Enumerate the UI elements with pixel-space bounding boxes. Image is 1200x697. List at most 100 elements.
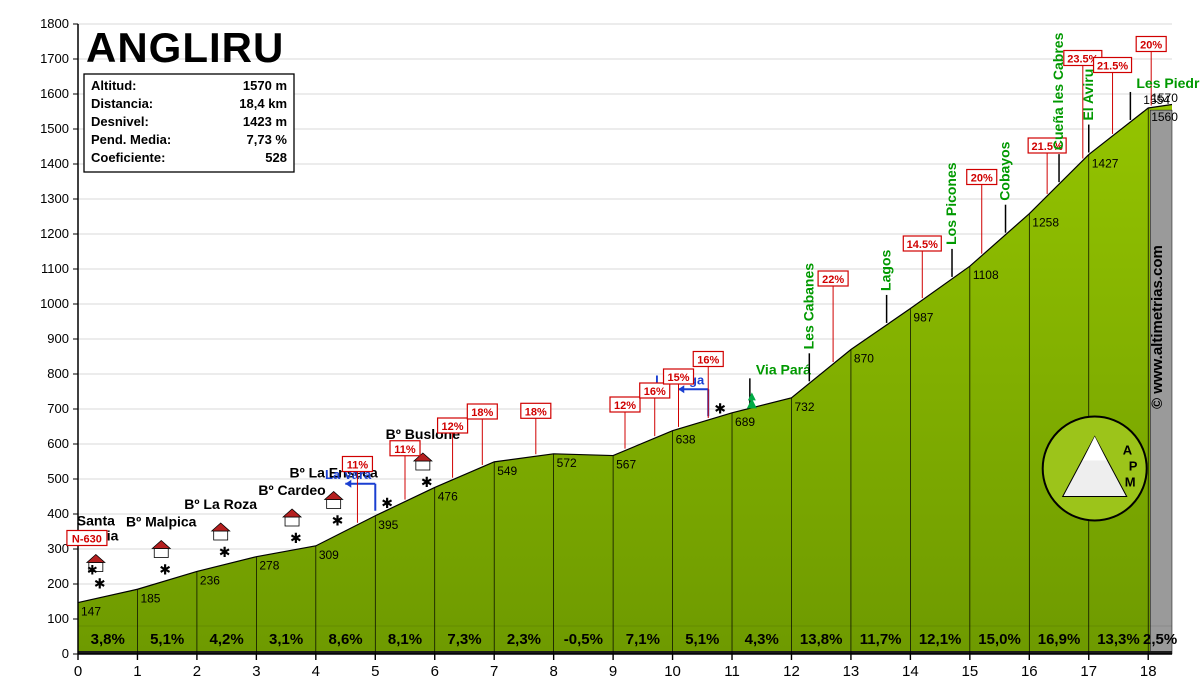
x-tick: 2 [193,663,201,680]
x-tick: 5 [371,663,379,680]
y-tick: 100 [47,611,69,626]
gradient-badge-label: 20% [1140,40,1162,52]
altitude-label: 1554 [1143,93,1170,107]
altitude-label: 567 [616,458,636,472]
altitude-label: 476 [438,489,458,503]
segment-grade: 8,6% [328,631,362,648]
y-tick: 800 [47,366,69,381]
town-label: Bº La Roza [184,496,257,512]
gradient-badge-label: 21.5% [1097,61,1128,73]
y-tick: 400 [47,506,69,521]
x-tick: 6 [431,663,439,680]
gradient-badge-label: 18% [525,406,547,418]
section-label: Cobayos [997,141,1013,200]
info-label: Desnivel: [91,114,149,129]
segment-grade: 8,1% [388,631,422,648]
segment-grade: 7,1% [626,631,660,648]
section-label: Via Pará [756,361,811,377]
section-label: Les Piedrusines [1136,75,1200,91]
gradient-badge-label: 16% [644,386,666,398]
info-value: 7,73 % [247,132,288,147]
y-tick: 0 [62,646,69,661]
info-label: Altitud: [91,78,136,93]
segment-grade: 11,7% [860,631,902,648]
logo-text: P [1129,459,1138,474]
watermark: © www.altimetrias.com [1149,245,1166,409]
segment-grade: -0,5% [564,631,603,648]
altitude-label: 987 [913,311,933,325]
elevation-chart: 0100200300400500600700800900100011001200… [0,0,1200,697]
y-tick: 1000 [40,296,69,311]
altitude-label: 278 [259,559,279,573]
y-tick: 200 [47,576,69,591]
logo-text: M [1125,475,1136,490]
segment-grade: 15,0% [978,631,1021,648]
y-tick: 900 [47,331,69,346]
x-tick: 4 [312,663,320,680]
altitude-label: 1560 [1151,110,1178,124]
y-tick: 1700 [40,51,69,66]
gradient-badge-label: 12% [442,421,464,433]
altitude-label: 185 [140,591,160,605]
x-tick: 14 [902,663,919,680]
info-label: Pend. Media: [91,132,171,147]
y-tick: 1100 [41,261,69,276]
y-tick: 1300 [40,191,69,206]
y-tick: 1200 [40,226,69,241]
x-tick: 16 [1021,663,1038,680]
altitude-label: 572 [557,456,577,470]
info-value: 528 [265,150,287,165]
segment-grade: 5,1% [685,631,719,648]
x-tick: 13 [843,663,860,680]
y-tick: 1800 [40,16,69,31]
poi-marker: ✱ [332,513,344,529]
altitude-label: 309 [319,548,339,562]
gradient-badge-label: 16% [697,355,719,367]
y-tick: 600 [47,436,69,451]
x-tick: 17 [1080,663,1097,680]
x-tick: 18 [1140,663,1157,680]
segment-grade: 13,8% [800,631,843,648]
section-label: El Aviru [1080,69,1096,121]
section-label: Lagos [878,249,894,290]
altitude-label: 147 [81,605,101,619]
altitude-label: 732 [794,400,814,414]
altitude-label: 870 [854,352,874,366]
poi-marker: ✱ [94,576,106,592]
chart-title: ANGLIRU [86,24,284,71]
poi-marker: ✱ [87,563,98,578]
poi-marker: ✱ [421,474,433,490]
gradient-badge-label: 11% [347,460,369,472]
gradient-badge-label: 14.5% [907,239,938,251]
x-tick: 8 [549,663,557,680]
info-value: 1423 m [243,114,287,129]
poi-marker: ✱ [714,400,726,416]
town-label: Bº Cardeo [258,482,325,498]
x-tick: 3 [252,663,260,680]
section-label: Cueña les Cabres [1050,32,1066,150]
altitude-label: 549 [497,464,517,478]
y-tick: 500 [47,471,69,486]
logo-text: A [1123,443,1133,458]
segment-grade: 12,1% [919,631,962,648]
y-tick: 700 [47,401,69,416]
segment-grade: 13,3% [1097,631,1140,648]
altitude-label: 1108 [973,268,999,282]
info-label: Distancia: [91,96,153,111]
segment-grade: 3,8% [91,631,125,648]
gradient-badge-label: 15% [667,372,689,384]
town-label: Santa [77,513,115,529]
y-tick: 1500 [40,121,69,136]
gradient-badge-label: 11% [394,444,416,456]
y-tick: 1400 [40,156,69,171]
info-label: Coeficiente: [91,150,165,165]
segment-grade: 4,3% [745,631,779,648]
altitude-label: 395 [378,518,398,532]
poi-marker: ✱ [381,495,393,511]
section-label: Les Cabanes [800,263,816,350]
x-tick: 10 [664,663,681,680]
x-tick: 12 [783,663,800,680]
segment-grade: 7,3% [447,631,481,648]
segment-grade: 5,1% [150,631,184,648]
altitude-label: 1258 [1032,216,1059,230]
